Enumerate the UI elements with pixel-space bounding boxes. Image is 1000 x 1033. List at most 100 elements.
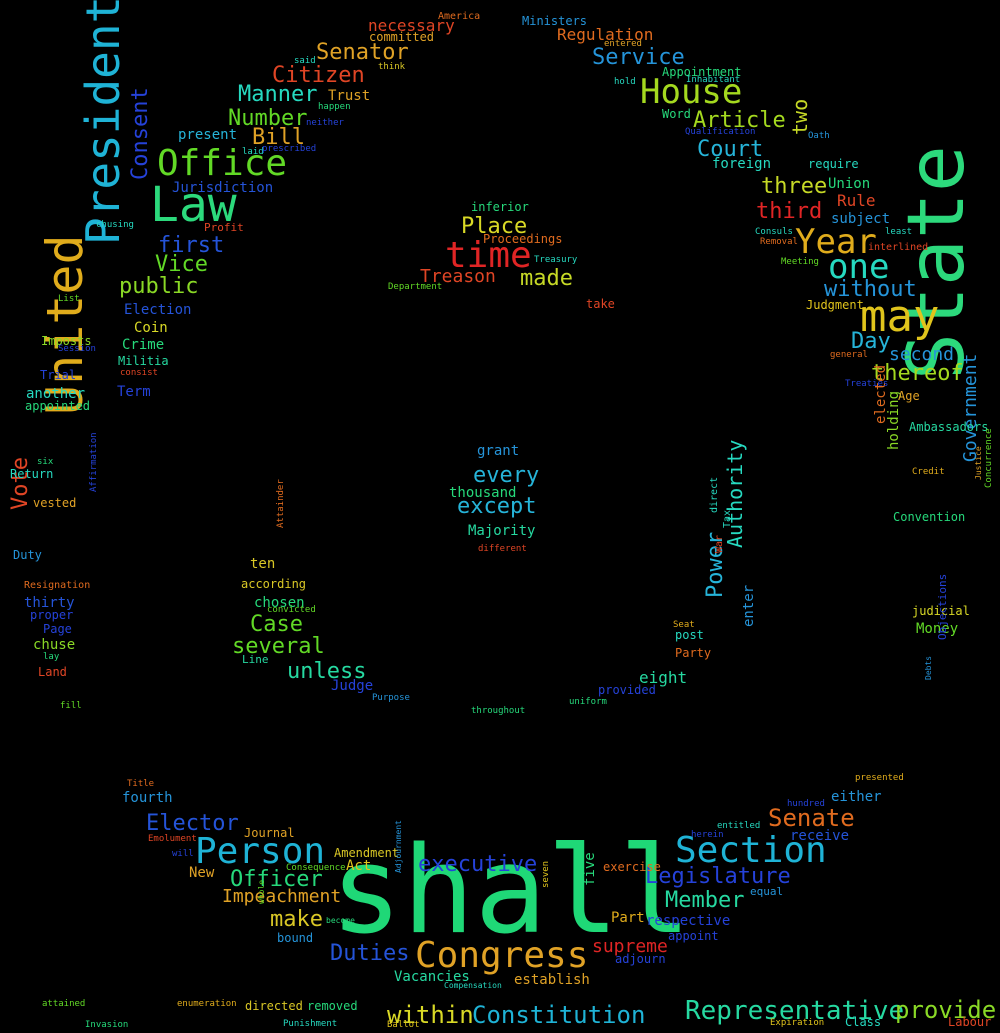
cloud-word: directed <box>245 999 303 1013</box>
cloud-word: Vote <box>8 457 33 510</box>
cloud-word: direct <box>709 476 720 513</box>
cloud-word: subject <box>831 211 891 227</box>
cloud-word: Treason <box>420 266 496 287</box>
cloud-word: whole <box>257 879 266 904</box>
cloud-word: foreign <box>712 156 772 172</box>
cloud-word: become <box>326 916 355 925</box>
cloud-word: will <box>172 849 194 859</box>
cloud-word: another <box>26 386 86 402</box>
cloud-word: one <box>828 247 890 287</box>
cloud-word: Money <box>916 621 959 637</box>
cloud-word: Year <box>795 222 877 262</box>
cloud-word: Jurisdiction <box>172 180 274 196</box>
cloud-word: according <box>241 577 307 591</box>
cloud-word: Officer <box>230 867 323 892</box>
cloud-word: general <box>830 350 868 360</box>
cloud-word: Treaties <box>845 379 889 389</box>
cloud-word: Meeting <box>781 257 819 267</box>
cloud-word: Ambassadors <box>909 420 989 434</box>
cloud-word: three <box>761 174 828 199</box>
cloud-word: Judge <box>331 678 374 694</box>
cloud-word: Credit <box>912 467 945 477</box>
cloud-word: Manner <box>238 82 318 107</box>
cloud-word: Consequence <box>286 863 346 873</box>
cloud-word: Act <box>346 858 372 874</box>
cloud-word: List <box>58 294 80 304</box>
cloud-word: either <box>831 789 882 805</box>
cloud-word: establish <box>514 972 590 988</box>
cloud-word: House <box>640 72 743 112</box>
cloud-word: Labour <box>948 1015 992 1029</box>
cloud-word: Return <box>10 467 54 481</box>
cloud-word: Line <box>242 653 269 666</box>
cloud-word: Militia <box>118 354 169 368</box>
cloud-word: thousand <box>449 485 517 501</box>
cloud-word: Union <box>828 176 871 192</box>
cloud-word: Oath <box>808 131 830 141</box>
cloud-word: Senate <box>768 804 855 832</box>
cloud-word: Compensation <box>444 981 502 990</box>
cloud-word: receive <box>790 828 850 844</box>
cloud-word: Trust <box>328 88 371 104</box>
cloud-word: make <box>270 907 323 932</box>
cloud-word: vested <box>33 496 77 510</box>
cloud-word: Tax <box>722 509 733 528</box>
cloud-word: Treasury <box>534 255 578 265</box>
cloud-word: Rule <box>837 191 876 210</box>
cloud-word: Objections <box>936 573 949 640</box>
cloud-word: Section <box>675 830 827 871</box>
cloud-word: Imposts <box>41 334 92 348</box>
cloud-word: Consuls <box>755 227 793 237</box>
cloud-word: Punishment <box>283 1019 338 1029</box>
cloud-word: least <box>885 227 913 237</box>
cloud-word: New <box>189 865 215 881</box>
cloud-word: America <box>438 11 481 22</box>
cloud-word: entered <box>604 39 642 49</box>
cloud-word: except <box>457 494 537 519</box>
cloud-word: Word <box>662 107 691 121</box>
cloud-word: entitled <box>717 821 761 831</box>
cloud-word: Court <box>697 137 764 162</box>
cloud-word: first <box>158 233 225 258</box>
cloud-word: Congress <box>415 935 589 976</box>
cloud-word: Attainder <box>276 479 286 528</box>
cloud-word: Session <box>58 344 96 354</box>
cloud-word: Bill <box>252 125 305 150</box>
cloud-word: Impeachment <box>222 886 342 907</box>
cloud-word: Case <box>250 612 303 637</box>
cloud-word: executive <box>418 852 538 877</box>
cloud-word: thirty <box>24 595 75 611</box>
cloud-word: provide <box>895 996 997 1024</box>
cloud-word: inferior <box>471 200 529 214</box>
cloud-word: Duties <box>330 941 410 966</box>
cloud-word: appoint <box>668 929 719 943</box>
cloud-word: exercise <box>603 860 661 874</box>
cloud-word: six <box>37 457 54 467</box>
cloud-word: Election <box>124 302 192 318</box>
cloud-word: consist <box>120 368 158 378</box>
cloud-word: unless <box>287 659 367 684</box>
cloud-word: may <box>860 291 940 342</box>
cloud-word: necessary <box>368 16 455 35</box>
cloud-word: Member <box>665 888 745 913</box>
cloud-word: Adjournment <box>394 820 403 873</box>
cloud-word: prescribed <box>262 144 317 154</box>
cloud-word: Age <box>898 389 920 403</box>
cloud-word: Purpose <box>372 693 410 703</box>
cloud-word: fill <box>60 701 82 711</box>
cloud-word: elected <box>873 364 889 424</box>
cloud-word: provided <box>598 683 656 697</box>
cloud-word: Convention <box>893 510 966 524</box>
cloud-word: presented <box>855 773 904 783</box>
cloud-word: Place <box>461 214 528 239</box>
cloud-word: thereof <box>871 361 964 386</box>
cloud-word: shall <box>330 822 692 961</box>
cloud-word: Expiration <box>770 1018 825 1028</box>
cloud-word: Resignation <box>24 580 91 591</box>
cloud-word: Elector <box>146 811 239 836</box>
cloud-word: Service <box>592 45 685 70</box>
cloud-word: enumeration <box>177 999 237 1009</box>
cloud-word: Constitution <box>472 1001 646 1029</box>
cloud-word: Citizen <box>272 63 365 88</box>
cloud-word: Concurrence <box>984 428 994 488</box>
